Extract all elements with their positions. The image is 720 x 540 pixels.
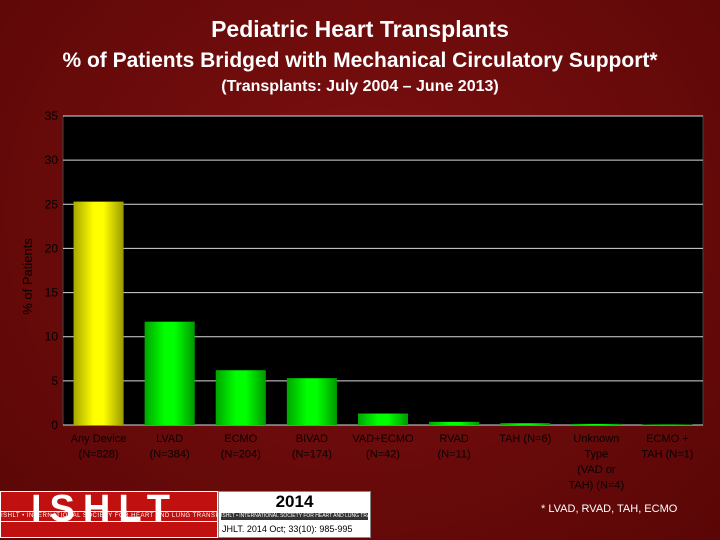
bar-shading — [429, 421, 480, 425]
bar-shading — [73, 201, 124, 425]
citation-box: 2014 ISHLT • INTERNATIONAL SOCIETY FOR H… — [218, 491, 371, 538]
y-tick-label: 10 — [45, 330, 59, 344]
x-tick-label: TAH) (N=4) — [568, 480, 624, 492]
bar-shading — [358, 413, 408, 425]
page-title: Pediatric Heart Transplants — [211, 16, 509, 42]
x-tick-label: (N=174) — [292, 449, 332, 461]
x-tick-label: ECMO + — [646, 433, 688, 445]
chart-date-range: (Transplants: July 2004 – June 2013) — [221, 78, 499, 95]
x-tick-label: Type — [584, 449, 608, 461]
bar-shading — [144, 321, 195, 425]
x-tick-label: LVAD — [156, 433, 183, 445]
x-tick-label: Any Device — [71, 433, 127, 445]
x-tick-label: TAH (N=1) — [641, 449, 693, 461]
logo-band-text: ISHLT • INTERNATIONAL SOCIETY FOR HEART … — [1, 511, 217, 522]
x-tick-label: ECMO — [224, 433, 257, 445]
y-tick-label: 30 — [45, 153, 59, 167]
x-tick-label: TAH (N=6) — [499, 433, 551, 445]
y-tick-label: 25 — [45, 197, 59, 211]
y-tick-label: 0 — [51, 418, 58, 432]
x-tick-label: Unknown — [573, 433, 619, 445]
y-tick-label: 20 — [45, 241, 59, 255]
x-tick-label: BIVAD — [296, 433, 328, 445]
y-tick-label: 5 — [51, 374, 58, 388]
y-tick-label: 15 — [45, 286, 59, 300]
bar-shading — [500, 423, 551, 425]
bar-shading — [571, 423, 622, 425]
y-axis-label: % of Patients — [20, 238, 35, 315]
bar-shading — [642, 424, 693, 425]
chart-subtitle: % of Patients Bridged with Mechanical Ci… — [62, 49, 658, 72]
x-tick-label: VAD+ECMO — [352, 433, 414, 445]
x-tick-label: (N=384) — [150, 449, 190, 461]
x-tick-label: (VAD or — [577, 464, 616, 476]
ishlt-logo: ISHLT • INTERNATIONAL SOCIETY FOR HEART … — [0, 491, 218, 538]
x-tick-label: (N=11) — [438, 449, 471, 461]
x-tick-label: (N=42) — [366, 449, 400, 461]
x-tick-label: (N=204) — [221, 449, 261, 461]
x-tick-label: RVAD — [439, 433, 469, 445]
citation-year: 2014 — [275, 492, 314, 511]
logo-word: ISHLT — [31, 491, 178, 530]
bar-shading — [286, 378, 337, 425]
x-tick-label: (N=828) — [79, 449, 119, 461]
bar-shading — [215, 370, 266, 425]
y-tick-label: 35 — [45, 109, 59, 123]
citation-band: ISHLT • INTERNATIONAL SOCIETY FOR HEART … — [221, 513, 368, 520]
footnote: * LVAD, RVAD, TAH, ECMO — [541, 503, 678, 515]
citation-reference: JHLT. 2014 Oct; 33(10): 985-995 — [222, 524, 353, 534]
